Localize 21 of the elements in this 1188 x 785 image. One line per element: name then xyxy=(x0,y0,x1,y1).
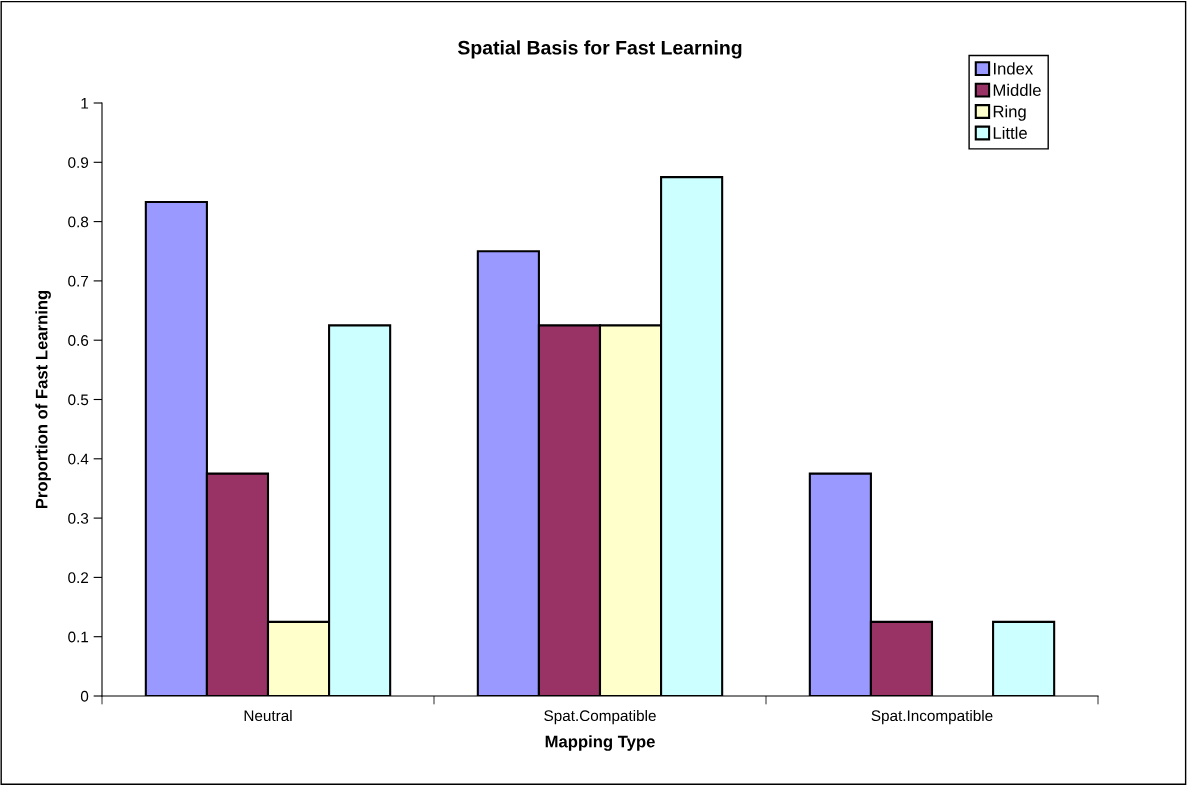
legend-label: Little xyxy=(993,126,1027,139)
y-axis-title: Proportion of Fast Learning xyxy=(35,290,51,509)
y-tick-label: 0.9 xyxy=(68,157,89,168)
y-tick-label: 0.5 xyxy=(68,394,89,406)
x-tick-label: Spat.Incompatible xyxy=(871,709,993,725)
x-tick-label: Spat.Compatible xyxy=(544,709,656,725)
y-tick-label: 0.3 xyxy=(68,512,89,524)
y-tick-label: 0 xyxy=(80,690,89,702)
x-axis-title: Mapping Type xyxy=(545,735,655,751)
y-tick-label: 0.2 xyxy=(68,572,89,584)
legend-label: Ring xyxy=(993,105,1026,121)
x-tick-label: Neutral xyxy=(244,709,292,722)
chart-title: Spatial Basis for Fast Learning xyxy=(457,40,742,59)
y-tick-label: 0.4 xyxy=(68,453,89,465)
y-tick-label: 0.8 xyxy=(68,216,89,228)
y-tick-label: 0.6 xyxy=(68,335,89,346)
y-tick-label: 0.1 xyxy=(68,631,89,643)
legend-label: Middle xyxy=(993,83,1041,97)
y-tick-label: 0.7 xyxy=(68,275,89,287)
legend-label: Index xyxy=(993,62,1034,75)
y-tick-label: 1 xyxy=(81,98,89,109)
